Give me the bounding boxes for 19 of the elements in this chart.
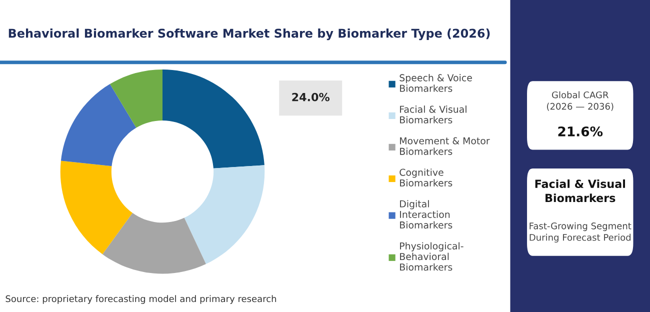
source-note: Source: proprietary forecasting model and primary research	[6, 295, 276, 304]
donut-slice	[60, 84, 136, 166]
legend-label: Digital Interaction Biomarkers	[400, 200, 452, 229]
text: 21.6%	[558, 126, 603, 136]
donut-slice	[102, 212, 206, 274]
legend-label: Cognitive Biomarkers	[400, 168, 452, 186]
text: Global CAGR (2026 — 2036)	[547, 91, 614, 111]
legend-label: Facial & Visual Biomarkers	[400, 106, 466, 124]
legend-label: Physiological-Behavioral Biomarkers	[400, 242, 464, 271]
data-label: 24.0%	[292, 92, 330, 102]
legend-label: Speech & Voice Biomarkers	[400, 74, 472, 92]
text: Facial & Visual Biomarkers	[535, 179, 625, 202]
donut-slice	[184, 165, 265, 264]
text: Fast-Growing Segment During Forecast Period	[530, 222, 632, 243]
donut-slice	[110, 69, 162, 128]
donut-slice	[162, 69, 264, 168]
donut-slice	[60, 160, 132, 254]
legend-label: Movement & Motor Biomarkers	[400, 137, 490, 155]
chart-title: Behavioral Biomarker Software Market Share by Biomarker Type (2026)	[8, 28, 490, 40]
